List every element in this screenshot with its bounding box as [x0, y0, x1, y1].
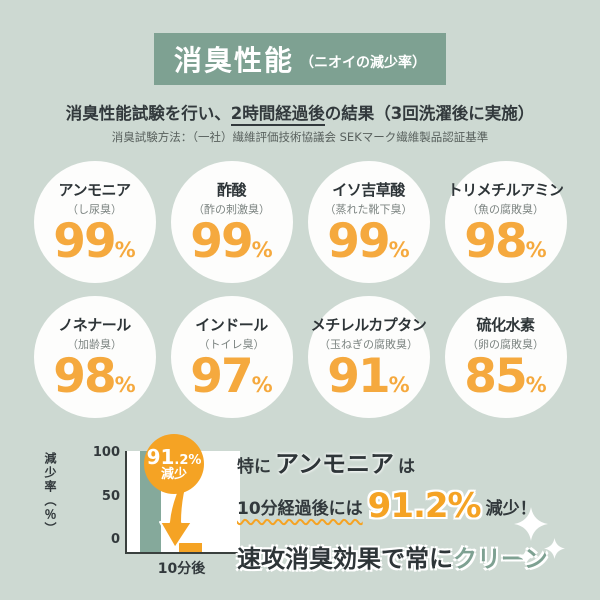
- odor-card-hydrogen-sulfide: 硫化水素 （卵の腐敗臭） 85%: [444, 296, 567, 418]
- badge-value: 91.2%: [146, 444, 202, 469]
- odor-unit: %: [525, 373, 547, 398]
- odor-value: 99%: [190, 214, 273, 270]
- odor-source: （トイレ臭）: [198, 338, 265, 352]
- odor-source: （加齢臭）: [67, 338, 122, 352]
- callout-rate: 91.2%: [367, 486, 482, 526]
- odor-value: 98%: [464, 214, 547, 270]
- odor-value: 91%: [327, 349, 410, 405]
- odor-card-trimethylamine: トリメチルアミン （魚の腐敗臭） 98%: [444, 161, 567, 283]
- odor-unit: %: [114, 373, 136, 398]
- reduction-badge: 91.2% 減少: [144, 434, 204, 494]
- odor-card-isovaleric-acid: イソ吉草酸 （蒸れた靴下臭） 99%: [307, 161, 430, 283]
- odor-card-ammonia: アンモニア （し尿臭） 99%: [33, 161, 156, 283]
- odor-card-indole: インドール （トイレ臭） 97%: [170, 296, 293, 418]
- test-result-heading: 消臭性能試験を行い、2時間経過後の結果（3回洗濯後に実施）: [0, 100, 600, 126]
- odor-card-acetic-acid: 酢酸 （酢の刺激臭） 99%: [170, 161, 293, 283]
- odor-value: 85%: [464, 349, 547, 405]
- odor-name: アンモニア: [58, 181, 131, 200]
- callout-duration: 10分経過後には: [237, 498, 363, 519]
- odor-unit: %: [388, 373, 410, 398]
- bar-after-orange: [179, 542, 202, 552]
- slogan-accent: クリーン: [453, 545, 548, 573]
- odor-name: メチレルカプタン: [310, 316, 427, 335]
- odor-unit: %: [251, 373, 273, 398]
- odor-name: インドール: [195, 316, 268, 335]
- odor-grid: アンモニア （し尿臭） 99% 酢酸 （酢の刺激臭） 99% イソ吉草酸 （蒸れ…: [18, 161, 582, 418]
- y-tick-50: 50: [101, 488, 120, 504]
- odor-name: ノネナール: [58, 316, 131, 335]
- odor-unit: %: [114, 238, 136, 263]
- odor-name: 硫化水素: [476, 316, 535, 335]
- y-tick-100: 100: [92, 445, 120, 460]
- intro-section: 消臭性能試験を行い、2時間経過後の結果（3回洗濯後に実施） 消臭試験方法：（一社…: [0, 100, 600, 145]
- slogan-main: 速攻消臭効果で常に: [237, 545, 453, 573]
- sparkle-icon-large: [514, 507, 548, 541]
- odor-source: （し尿臭）: [67, 203, 122, 217]
- odor-name: トリメチルアミン: [447, 181, 564, 200]
- header-banner: 消臭性能 （ニオイの減少率）: [154, 33, 446, 85]
- callout-section: 特に アンモニアは 10分経過後には 91.2% 減少！ 速攻消臭効果で常にクリーン: [237, 444, 572, 574]
- badge-label: 減少: [160, 467, 187, 482]
- odor-unit: %: [388, 238, 410, 263]
- odor-card-nonenal: ノネナール （加齢臭） 98%: [33, 296, 156, 418]
- odor-source: （卵の腐敗臭）: [467, 338, 544, 352]
- callout-slogan: 速攻消臭効果で常にクリーン: [237, 539, 572, 574]
- odor-name: 酢酸: [216, 181, 247, 200]
- odor-source: （酢の刺激臭）: [193, 203, 270, 217]
- odor-value: 99%: [327, 214, 410, 270]
- underlined-duration: 2時間経過後: [230, 104, 325, 126]
- test-method-note: 消臭試験方法：（一社）繊維評価技術協議会 SEKマーク繊維製品認証基準: [111, 130, 489, 144]
- y-axis-label: 減少率（％）: [43, 452, 57, 536]
- reduction-chart: 減少率（％） 100 50 0 91.2% 減少 10分後: [40, 434, 240, 588]
- odor-source: （蒸れた靴下臭）: [324, 203, 413, 217]
- callout-line1: 特に アンモニアは: [237, 450, 416, 478]
- odor-source: （玉ねぎの腐敗臭）: [319, 338, 418, 352]
- odor-value: 97%: [190, 349, 273, 405]
- x-axis-label: 10分後: [157, 561, 206, 577]
- odor-card-methyl-mercaptan: メチレルカプタン （玉ねぎの腐敗臭） 91%: [307, 296, 430, 418]
- odor-unit: %: [251, 238, 273, 263]
- page-subtitle: （ニオイの減少率）: [300, 55, 426, 71]
- odor-unit: %: [525, 238, 547, 263]
- odor-value: 99%: [53, 214, 136, 270]
- odor-value: 98%: [53, 349, 136, 405]
- callout-chemical: アンモニア: [275, 450, 395, 478]
- y-axis-ticks: 100 50 0: [90, 445, 120, 547]
- sparkles-decoration: [512, 505, 572, 575]
- sparkle-icon-small: [518, 549, 534, 565]
- callout-line2: 10分経過後には 91.2% 減少！: [237, 486, 572, 526]
- sparkle-icon-medium: [544, 538, 565, 559]
- callout-suffix: 減少！: [485, 498, 537, 519]
- odor-source: （魚の腐敗臭）: [467, 203, 544, 217]
- page-title: 消臭性能: [173, 44, 294, 77]
- y-tick-0: 0: [110, 532, 120, 547]
- odor-name: イソ吉草酸: [332, 181, 405, 200]
